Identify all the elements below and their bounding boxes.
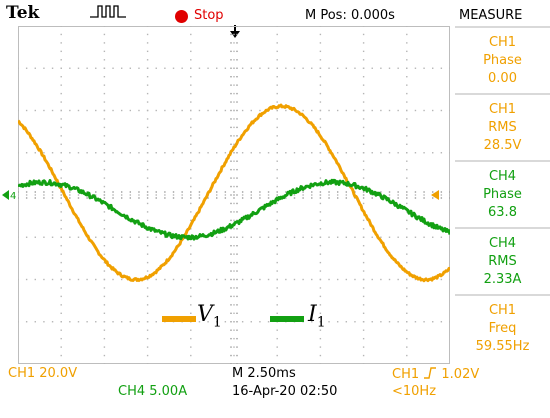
measurement-channel: CH1 xyxy=(488,302,517,318)
trigger-level-marker-icon xyxy=(431,190,439,200)
measurement-ch1-freq: CH1 Freq 59.55Hz xyxy=(455,294,550,361)
measurement-channel: CH1 xyxy=(488,101,517,117)
measurement-ch4-phase: CH4 Phase 63.8 xyxy=(455,160,550,227)
waveform-display xyxy=(18,26,450,364)
measurement-type: RMS xyxy=(488,119,517,135)
measurement-value: 63.8 xyxy=(488,204,517,220)
ch4-scale-readout: CH4 5.00A xyxy=(118,384,188,399)
run-state-label: Stop xyxy=(194,8,224,23)
measurement-type: RMS xyxy=(488,253,517,269)
measurement-type: Freq xyxy=(488,320,517,336)
trace-ch4 xyxy=(18,178,450,241)
rising-edge-icon xyxy=(424,367,437,379)
legend-v1-label: V1 xyxy=(197,302,222,331)
measurement-value: 28.5V xyxy=(483,137,522,153)
measurement-ch4-rms: CH4 RMS 2.33A xyxy=(455,227,550,294)
stop-indicator-icon xyxy=(175,10,188,23)
graticule-grid xyxy=(18,26,450,364)
measurement-value: 2.33A xyxy=(483,271,522,287)
legend-i1-swatch xyxy=(270,316,304,322)
waveform-traces xyxy=(18,103,450,283)
measurement-type: Phase xyxy=(483,186,522,202)
measurement-value: 0.00 xyxy=(488,70,517,86)
svg-text:4: 4 xyxy=(10,191,16,202)
datetime-readout: 16-Apr-20 02:50 xyxy=(232,384,338,399)
measurement-type: Phase xyxy=(483,52,522,68)
measurement-channel: CH4 xyxy=(488,168,517,184)
measurement-channel: CH1 xyxy=(488,34,517,50)
brand-logo: Tek xyxy=(6,3,40,23)
measurement-ch1-rms: CH1 RMS 28.5V xyxy=(455,93,550,160)
trace-ch1 xyxy=(18,103,450,283)
ch1-scale-readout: CH1 20.0V xyxy=(8,366,78,381)
ground-reference-marker-icon: 4 xyxy=(2,190,16,202)
measurement-channel: CH4 xyxy=(488,235,517,251)
horizontal-position-readout: M Pos: 0.000s xyxy=(305,8,395,23)
measurement-ch1-phase: CH1 Phase 0.00 xyxy=(455,26,550,93)
trigger-readout: CH1 1.02V xyxy=(392,367,480,382)
trigger-frequency-readout: <10Hz xyxy=(392,384,437,399)
measure-menu-title: MEASURE xyxy=(459,8,523,23)
legend-v1-swatch xyxy=(162,316,196,322)
pulse-train-icon xyxy=(90,5,126,18)
measurement-value: 59.55Hz xyxy=(475,338,530,354)
legend-i1-label: I1 xyxy=(308,302,326,331)
timebase-readout: M 2.50ms xyxy=(232,366,296,381)
